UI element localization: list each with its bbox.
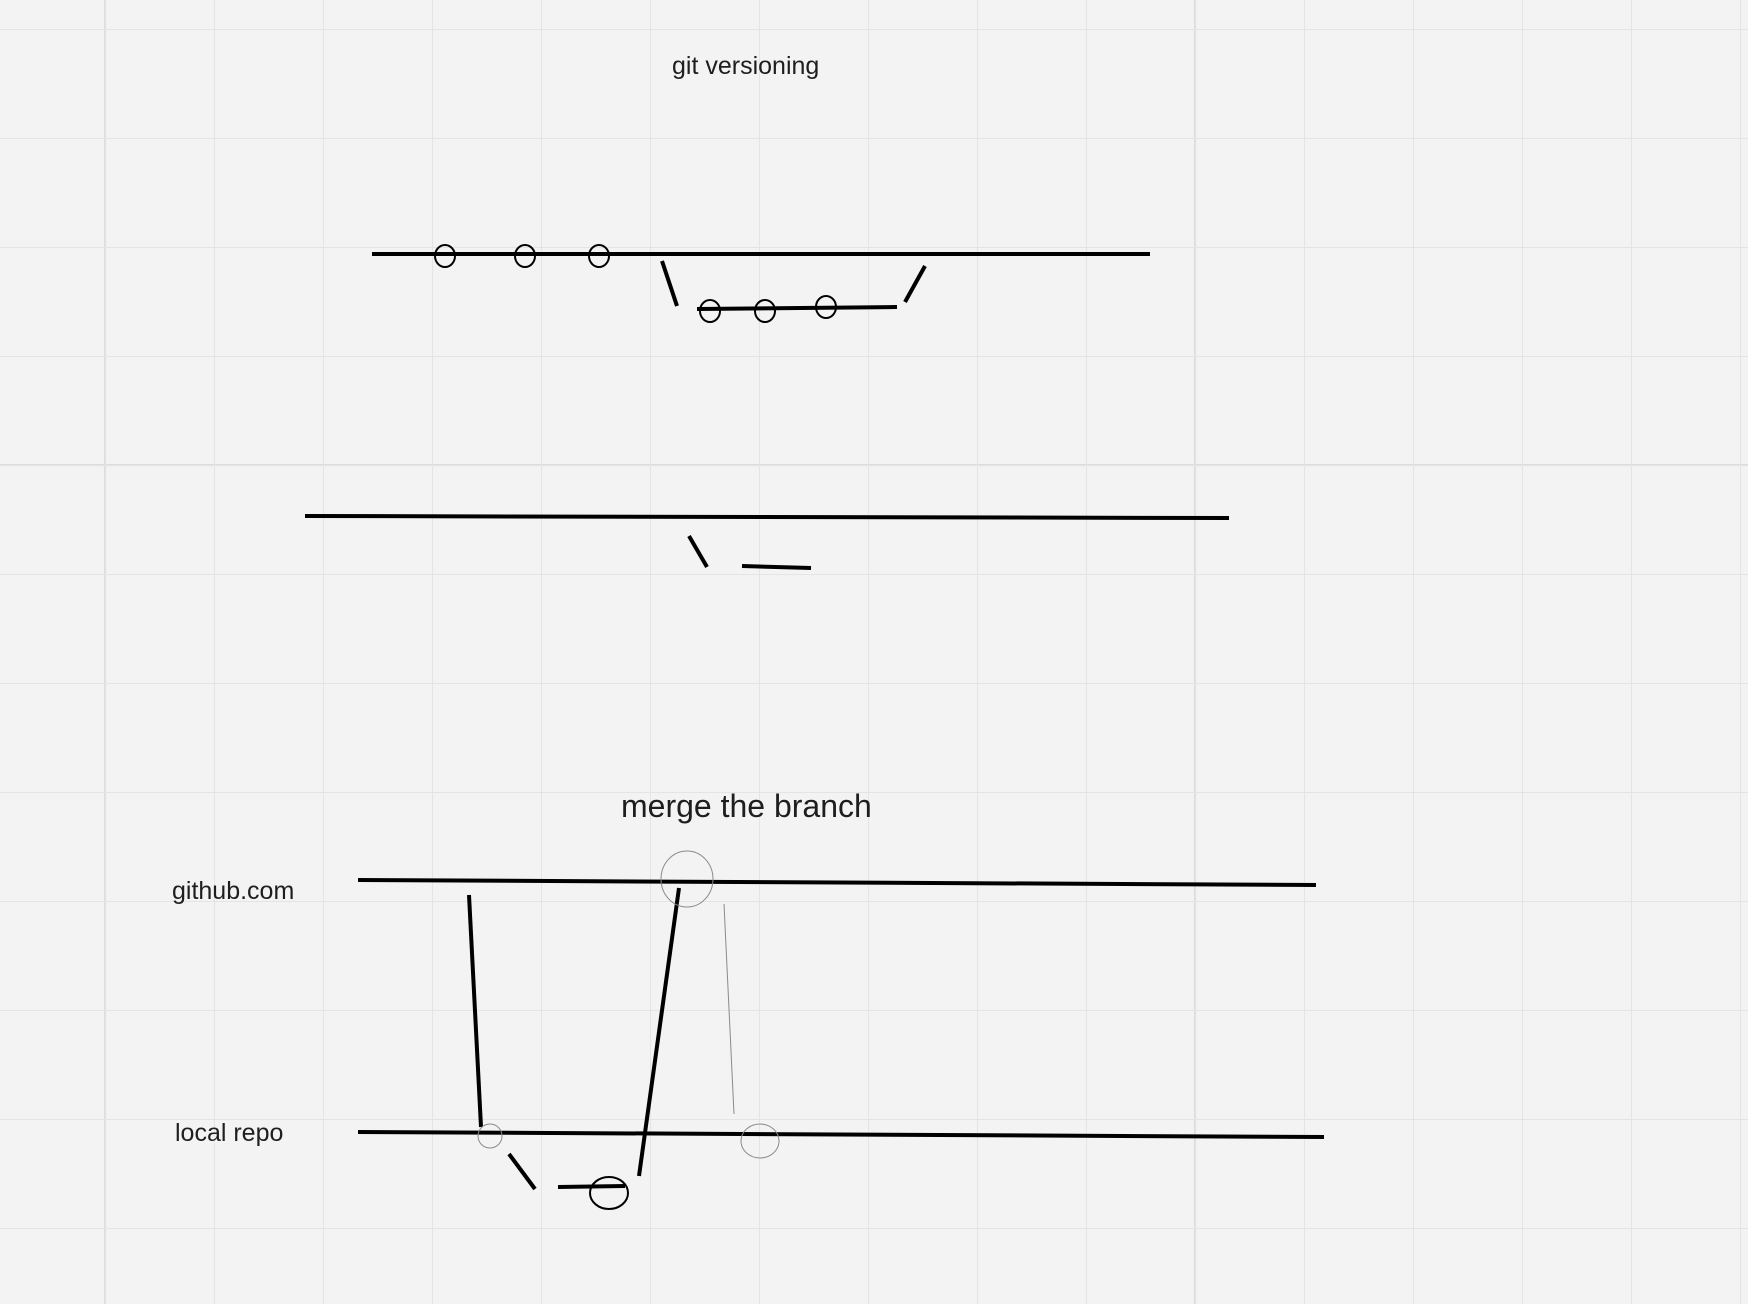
branch-out-stroke — [660, 260, 679, 307]
commit-circle-icon — [815, 295, 837, 319]
feature-branch-stroke — [741, 564, 812, 570]
clone-down-stroke — [467, 894, 483, 1128]
commit-circle-icon — [754, 299, 776, 323]
commit-circle-icon — [699, 299, 721, 323]
git-versioning-diagram — [372, 244, 1150, 323]
commit-circle-icon — [588, 244, 610, 268]
push-up-stroke — [637, 887, 681, 1177]
github-com-label: github.com — [172, 877, 295, 905]
github-branch-line — [357, 878, 1317, 887]
local-repo-label: local repo — [175, 1119, 284, 1147]
commit-circle-icon — [589, 1176, 629, 1210]
local-branch-line — [357, 1130, 1325, 1139]
main-branch-line — [304, 514, 1230, 520]
merge-branch-diagram — [357, 850, 1325, 1210]
commit-circle-icon — [514, 244, 536, 268]
merge-back-stroke — [903, 265, 927, 303]
commit-circle-icon — [477, 1123, 503, 1149]
branch-out-stroke — [687, 534, 709, 569]
pull-down-thin-line — [723, 903, 735, 1115]
second-branch-sketch — [304, 514, 1230, 570]
commit-circle-icon — [660, 850, 714, 908]
feature-branch-line — [696, 305, 898, 311]
merge-branch-title: merge the branch — [621, 788, 872, 824]
git-versioning-title: git versioning — [672, 52, 820, 80]
commit-circle-icon — [434, 244, 456, 268]
commit-circle-icon — [740, 1123, 780, 1159]
branch-out-stroke — [507, 1152, 537, 1191]
